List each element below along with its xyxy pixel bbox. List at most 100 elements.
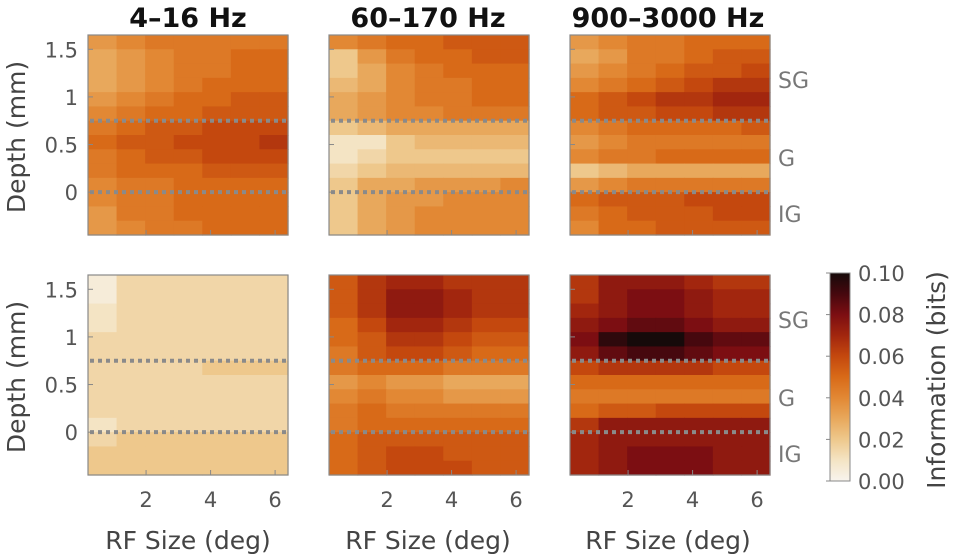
- heatmap-panel-r2-c3: 2 4 6: [569, 274, 771, 512]
- heatmap-cell: [230, 206, 261, 222]
- heatmap-cell: [627, 389, 657, 405]
- heatmap-cell: [598, 317, 628, 333]
- heatmap-cell: [627, 417, 657, 433]
- heatmap-cell: [570, 49, 600, 65]
- heatmap-cell: [88, 346, 118, 362]
- heatmap-cell: [357, 360, 387, 376]
- heatmap-cell: [500, 35, 530, 50]
- heatmap-cell: [443, 192, 473, 208]
- heatmap-cell: [712, 206, 743, 222]
- heatmap-cell: [202, 403, 232, 419]
- heatmap-cell: [741, 206, 771, 222]
- heatmap-cell: [259, 389, 289, 405]
- heatmap-cell: [202, 332, 232, 348]
- heatmap-cell: [173, 346, 203, 362]
- heatmap-cell: [386, 77, 416, 93]
- heatmap-cell: [145, 49, 175, 65]
- heatmap-cell: [357, 389, 387, 405]
- heatmap-cell: [173, 77, 203, 93]
- heatmap-cell: [230, 49, 261, 65]
- layer-label-sg-top: SG: [778, 69, 809, 94]
- heatmap-cell: [471, 135, 502, 150]
- heatmap-cell: [471, 163, 502, 179]
- y-tick-label: 0: [65, 421, 78, 445]
- heatmap-cell: [414, 317, 444, 333]
- heatmap-cell: [712, 417, 743, 433]
- heatmap-cell: [202, 92, 232, 108]
- heatmap-cell: [116, 63, 146, 79]
- heatmap-cell: [173, 106, 203, 122]
- heatmap-cell: [414, 77, 444, 93]
- heatmap-cell: [712, 446, 743, 462]
- heatmap-cell: [712, 92, 743, 108]
- heatmap-cell: [500, 389, 530, 405]
- heatmap-cell: [230, 163, 261, 179]
- column-title-2: 60–170 Hz: [350, 3, 505, 34]
- heatmap-cell: [357, 149, 387, 165]
- heatmap-cell: [202, 446, 232, 462]
- heatmap-cell: [655, 120, 685, 136]
- heatmap-cell: [627, 163, 657, 179]
- heatmap-cell: [684, 92, 714, 108]
- heatmap-cell: [471, 49, 502, 65]
- heatmap-cell: [655, 275, 685, 290]
- heatmap-cell: [443, 106, 473, 122]
- heatmap-cell: [202, 106, 232, 122]
- heatmap-cell: [173, 92, 203, 108]
- heatmap-cell: [259, 289, 289, 305]
- heatmap-cell: [414, 432, 444, 448]
- heatmap-cell: [684, 346, 714, 362]
- heatmap-cell: [627, 360, 657, 376]
- heatmap-cell: [357, 63, 387, 79]
- heatmap-cell: [386, 163, 416, 179]
- heatmap-cell: [471, 35, 502, 50]
- heatmap-cell: [88, 35, 118, 50]
- heatmap-cell: [230, 417, 261, 433]
- y-tick-label: 1.5: [45, 38, 78, 62]
- heatmap-cell: [230, 149, 261, 165]
- heatmap-cell: [386, 149, 416, 165]
- heatmap-cell: [712, 220, 743, 236]
- heatmap-cell: [500, 360, 530, 376]
- heatmap-cell: [88, 460, 118, 476]
- heatmap-cell: [145, 317, 175, 333]
- heatmap-cell: [357, 303, 387, 319]
- heatmap-cell: [116, 177, 146, 193]
- heatmap-cell: [500, 163, 530, 179]
- heatmap-cell: [88, 177, 118, 193]
- heatmap-cell: [655, 460, 685, 476]
- heatmap-cell: [598, 106, 628, 122]
- heatmap-cell: [570, 346, 600, 362]
- heatmap-cell: [116, 446, 146, 462]
- y-tick-label: 0.5: [45, 134, 78, 158]
- heatmap-cell: [627, 135, 657, 150]
- heatmap-cell: [500, 92, 530, 108]
- panel-frame: [569, 34, 771, 236]
- heatmap-cell: [598, 163, 628, 179]
- heatmap-cell: [712, 460, 743, 476]
- heatmap-cell: [471, 432, 502, 448]
- heatmap-cell: [259, 417, 289, 433]
- colorbar-tick-label: 0.02: [858, 428, 905, 452]
- heatmap-cell: [500, 432, 530, 448]
- heatmap-cell: [357, 177, 387, 193]
- heatmap-cell: [386, 460, 416, 476]
- heatmap-cell: [329, 92, 359, 108]
- heatmap-cell: [500, 135, 530, 150]
- heatmap-cell: [598, 346, 628, 362]
- heatmap-cell: [259, 346, 289, 362]
- heatmap-cell: [471, 417, 502, 433]
- heatmap-cell: [173, 432, 203, 448]
- heatmap-cell: [500, 106, 530, 122]
- heatmap-cell: [741, 120, 771, 136]
- heatmap-cell: [329, 35, 359, 50]
- heatmap-cell: [627, 332, 657, 348]
- heatmap-cell: [202, 303, 232, 319]
- heatmap-cell: [173, 192, 203, 208]
- heatmap-cell: [655, 177, 685, 193]
- heatmap-cell: [329, 346, 359, 362]
- heatmap-cell: [230, 106, 261, 122]
- heatmap-cell: [471, 77, 502, 93]
- heatmap-cell: [655, 303, 685, 319]
- heatmap-cell: [684, 460, 714, 476]
